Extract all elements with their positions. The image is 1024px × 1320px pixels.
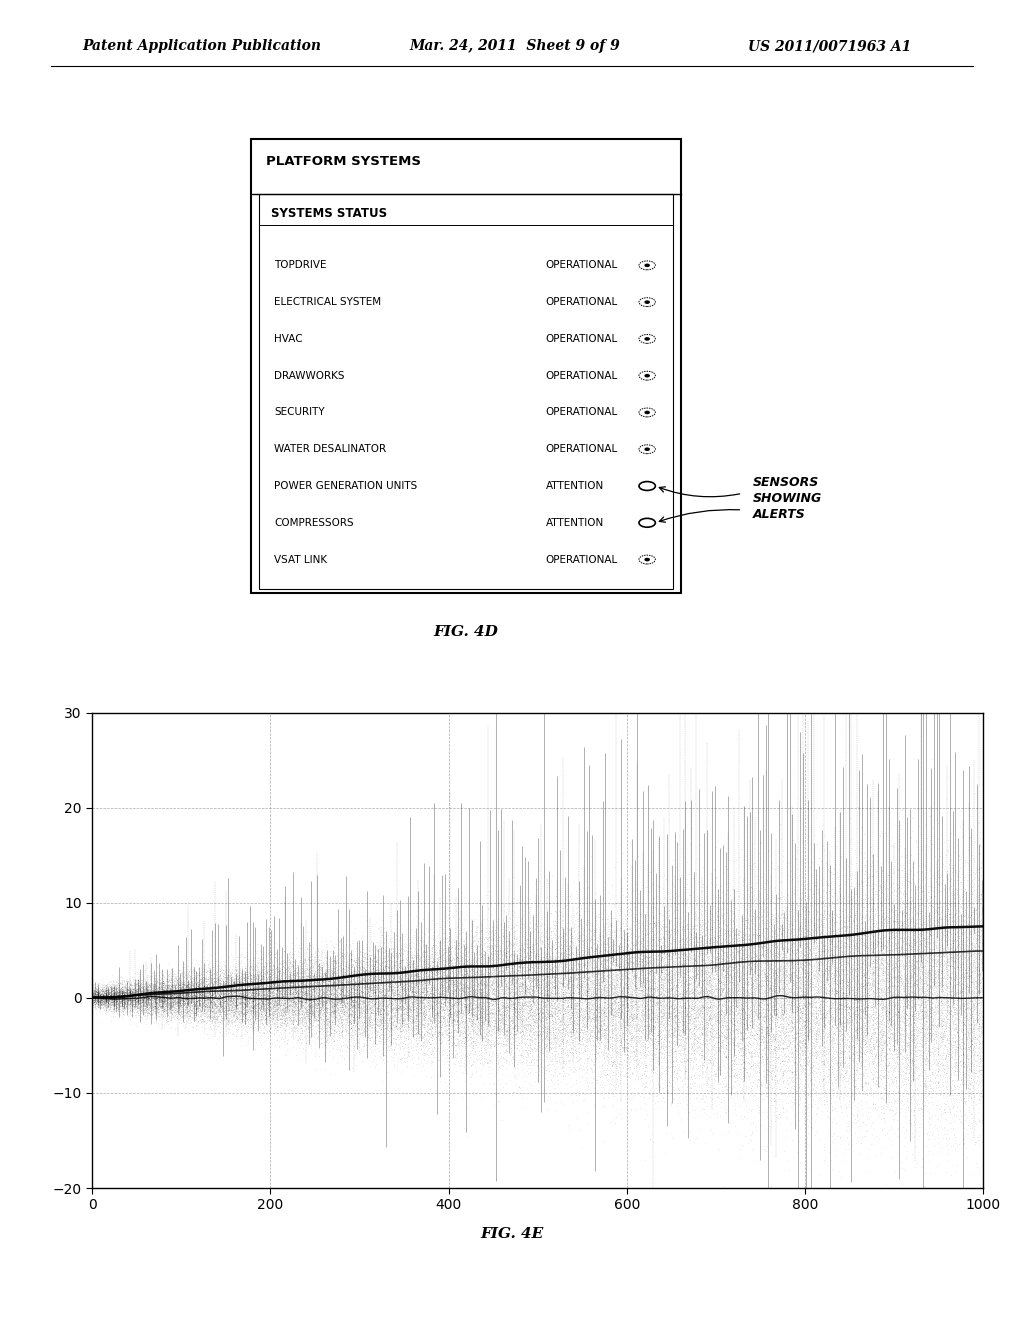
Text: OPERATIONAL: OPERATIONAL	[546, 445, 618, 454]
Circle shape	[645, 447, 649, 450]
Text: Patent Application Publication: Patent Application Publication	[82, 40, 321, 53]
Text: OPERATIONAL: OPERATIONAL	[546, 371, 618, 380]
Text: US 2011/0071963 A1: US 2011/0071963 A1	[748, 40, 910, 53]
Text: OPERATIONAL: OPERATIONAL	[546, 408, 618, 417]
Text: OPERATIONAL: OPERATIONAL	[546, 554, 618, 565]
Text: ATTENTION: ATTENTION	[546, 480, 604, 491]
Text: TOPDRIVE: TOPDRIVE	[274, 260, 327, 271]
Text: ELECTRICAL SYSTEM: ELECTRICAL SYSTEM	[274, 297, 382, 308]
Circle shape	[645, 375, 649, 376]
Text: POWER GENERATION UNITS: POWER GENERATION UNITS	[274, 480, 418, 491]
Text: Mar. 24, 2011  Sheet 9 of 9: Mar. 24, 2011 Sheet 9 of 9	[410, 40, 621, 53]
Text: SENSORS
SHOWING
ALERTS: SENSORS SHOWING ALERTS	[753, 477, 822, 521]
Circle shape	[645, 412, 649, 413]
Text: FIG. 4D: FIG. 4D	[433, 626, 499, 639]
Circle shape	[645, 264, 649, 267]
Text: VSAT LINK: VSAT LINK	[274, 554, 328, 565]
Bar	[259, 194, 673, 589]
Text: DRAWWORKS: DRAWWORKS	[274, 371, 345, 380]
Text: HVAC: HVAC	[274, 334, 303, 345]
Text: SYSTEMS STATUS: SYSTEMS STATUS	[271, 207, 387, 220]
Text: OPERATIONAL: OPERATIONAL	[546, 334, 618, 345]
Circle shape	[645, 301, 649, 304]
Text: COMPRESSORS: COMPRESSORS	[274, 517, 354, 528]
Text: WATER DESALINATOR: WATER DESALINATOR	[274, 445, 386, 454]
Text: OPERATIONAL: OPERATIONAL	[546, 297, 618, 308]
Text: OPERATIONAL: OPERATIONAL	[546, 260, 618, 271]
Circle shape	[645, 558, 649, 561]
Text: FIG. 4E: FIG. 4E	[480, 1228, 544, 1241]
Circle shape	[645, 338, 649, 341]
Text: ATTENTION: ATTENTION	[546, 517, 604, 528]
Text: SECURITY: SECURITY	[274, 408, 325, 417]
Bar	[251, 139, 681, 594]
Text: PLATFORM SYSTEMS: PLATFORM SYSTEMS	[266, 154, 421, 168]
